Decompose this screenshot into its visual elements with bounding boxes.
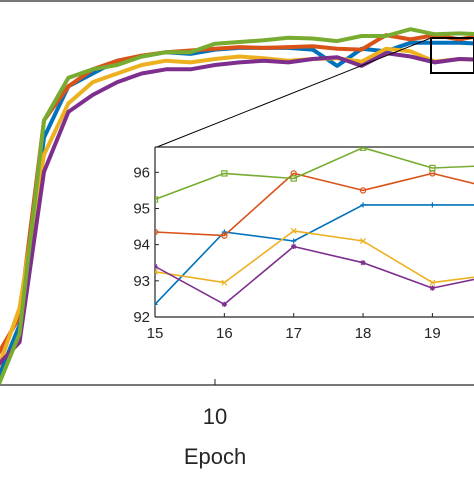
main-x-tick-label: 10	[203, 404, 227, 429]
main-series-group	[0, 27, 474, 385]
inset-x-tick-label-15: 15	[147, 325, 164, 342]
inset-point-3-3	[360, 260, 366, 266]
main-axes: 10 Epoch	[0, 0, 474, 469]
inset-point-4-3	[359, 147, 367, 151]
inset-x-tick-label-16: 16	[216, 325, 233, 342]
zoom-box	[430, 37, 474, 74]
inset-point-4-4	[429, 164, 436, 172]
main-series-line-3	[0, 51, 474, 366]
inset-point-0-1	[221, 229, 227, 235]
inset-point-2-0	[155, 268, 159, 275]
inset-y-tick-label-96: 96	[133, 164, 150, 181]
inset-series-line-4	[155, 147, 474, 201]
inset-point-0-2	[291, 238, 297, 244]
inset-point-0-4	[429, 202, 435, 208]
inset-point-3-4	[429, 285, 435, 291]
inset-point-4-2	[290, 175, 297, 182]
zoom-indicator	[156, 37, 474, 148]
main-x-axis-label: Epoch	[184, 444, 246, 469]
inset-point-2-3	[360, 238, 367, 245]
inset-point-4-1	[221, 170, 228, 177]
inset-point-4-0	[155, 196, 159, 203]
inset-y-tick-label-94: 94	[133, 237, 150, 254]
inset-point-3-2	[291, 243, 297, 250]
inset-point-1-1	[221, 232, 228, 239]
inset-y-tick-label-95: 95	[133, 200, 150, 217]
inset-point-3-0	[155, 263, 158, 269]
main-series-line-1	[0, 33, 474, 355]
inset-point-0-0	[155, 301, 158, 307]
zoom-connector-line	[156, 37, 432, 148]
inset-ticks: 15 16 17 18 19 92 93 94 95 96	[133, 164, 440, 342]
inset-axes: 15 16 17 18 19 92 93 94 95 96	[133, 146, 474, 342]
inset-point-0-3	[360, 202, 366, 208]
inset-x-tick-label-17: 17	[285, 325, 302, 342]
inset-y-tick-label-93: 93	[133, 273, 150, 290]
inset-x-tick-label-18: 18	[355, 325, 372, 342]
inset-series-line-0	[155, 204, 474, 305]
inset-point-2-4	[429, 279, 436, 286]
inset-series-group	[155, 147, 474, 307]
inset-background	[155, 147, 474, 317]
main-series-line-4	[0, 27, 474, 385]
inset-series-line-3	[155, 245, 474, 306]
inset-point-2-2	[290, 227, 297, 234]
inset-point-3-1	[221, 301, 227, 307]
inset-x-tick-label-19: 19	[424, 325, 441, 342]
inset-point-1-3	[359, 187, 367, 194]
inset-point-1-0	[155, 228, 159, 236]
inset-series-line-2	[155, 230, 474, 284]
inset-point-2-1	[221, 279, 228, 286]
main-series-line-2	[0, 46, 474, 369]
inset-y-tick-label-92: 92	[133, 309, 150, 326]
inset-series-line-1	[155, 172, 474, 237]
